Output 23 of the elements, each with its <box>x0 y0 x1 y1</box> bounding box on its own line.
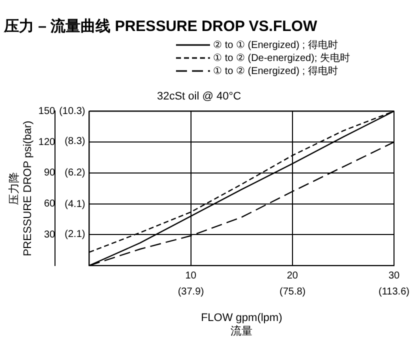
y2-tick-label: (4.1) <box>64 198 86 210</box>
y-tick-label: 120 <box>38 136 56 148</box>
y2-tick-label: (6.2) <box>64 167 86 178</box>
chart-title: 压力 – 流量曲线 PRESSURE DROP VS.FLOW <box>3 17 318 36</box>
y2-tick-label: (2.1) <box>64 228 86 240</box>
y-axis-title: 压力降 PRESSURE DROP psi(bar) <box>8 120 34 256</box>
y2-tick-label: (8.3) <box>64 136 86 147</box>
y2-tick-label: (10.3) <box>59 106 86 117</box>
x2-tick-label: (75.8) <box>280 286 306 298</box>
x-tick-label: 20 <box>286 270 298 282</box>
legend-label: ① to ② (De-energized); 失电时 <box>213 53 350 64</box>
y-tick-label: 90 <box>44 168 56 179</box>
x2-tick-label: (113.6) <box>378 286 410 298</box>
x-tick-label: 10 <box>185 270 197 282</box>
legend-label: ① to ② (Energized) ; 得电时 <box>213 66 338 77</box>
x-axis-title: FLOW gpm(lpm) 流量 <box>200 312 282 338</box>
y-tick-label: 150 <box>38 106 56 117</box>
y-tick-label: 30 <box>44 229 56 240</box>
chart-subtitle: 32cSt oil @ 40°C <box>156 90 242 103</box>
legend-label: ② to ① (Energized) ; 得电时 <box>213 40 338 51</box>
x2-tick-label: (37.9) <box>178 286 204 298</box>
y-tick-label: 60 <box>44 198 56 210</box>
x-tick-label: 30 <box>388 270 400 282</box>
